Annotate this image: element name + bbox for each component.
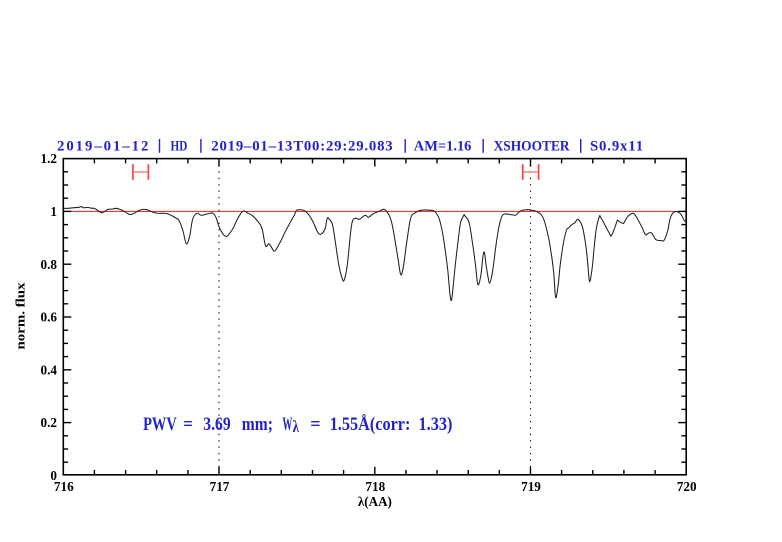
svg-text:0: 0 [50,468,57,483]
svg-text:717: 717 [210,479,230,494]
svg-text:720: 720 [677,479,697,494]
svg-text:3.69: 3.69 [203,414,230,435]
svg-text:2019–01–13T00:29:29.083: 2019–01–13T00:29:29.083 [211,138,392,154]
svg-text:2019–01–12: 2019–01–12 [57,138,148,154]
svg-text:norm. flux: norm. flux [14,282,28,350]
svg-text:S0.9x11: S0.9x11 [590,138,643,154]
svg-text:AM=1.16: AM=1.16 [414,138,472,154]
svg-text:0.4: 0.4 [41,362,58,377]
svg-text:0.2: 0.2 [41,415,58,430]
svg-text:XSHOOTER: XSHOOTER [494,138,570,154]
svg-text:W: W [282,414,292,435]
svg-text:HD: HD [171,138,188,154]
svg-text:λ: λ [293,417,300,436]
svg-text:0.6: 0.6 [41,310,58,325]
svg-text:718: 718 [365,479,385,494]
svg-text:716: 716 [54,479,74,494]
svg-text:1.55Å(corr: 1.33): 1.55Å(corr: 1.33) [330,414,453,435]
svg-text:=: = [310,414,320,435]
svg-text:PWV: PWV [143,414,177,435]
svg-text:719: 719 [521,479,541,494]
svg-text:λ(AA): λ(AA) [358,494,392,509]
svg-text:=: = [183,414,193,435]
svg-text:mm;: mm; [242,414,273,435]
svg-text:0.8: 0.8 [41,257,58,272]
svg-text:1: 1 [50,204,57,219]
svg-text:1.2: 1.2 [41,151,58,166]
